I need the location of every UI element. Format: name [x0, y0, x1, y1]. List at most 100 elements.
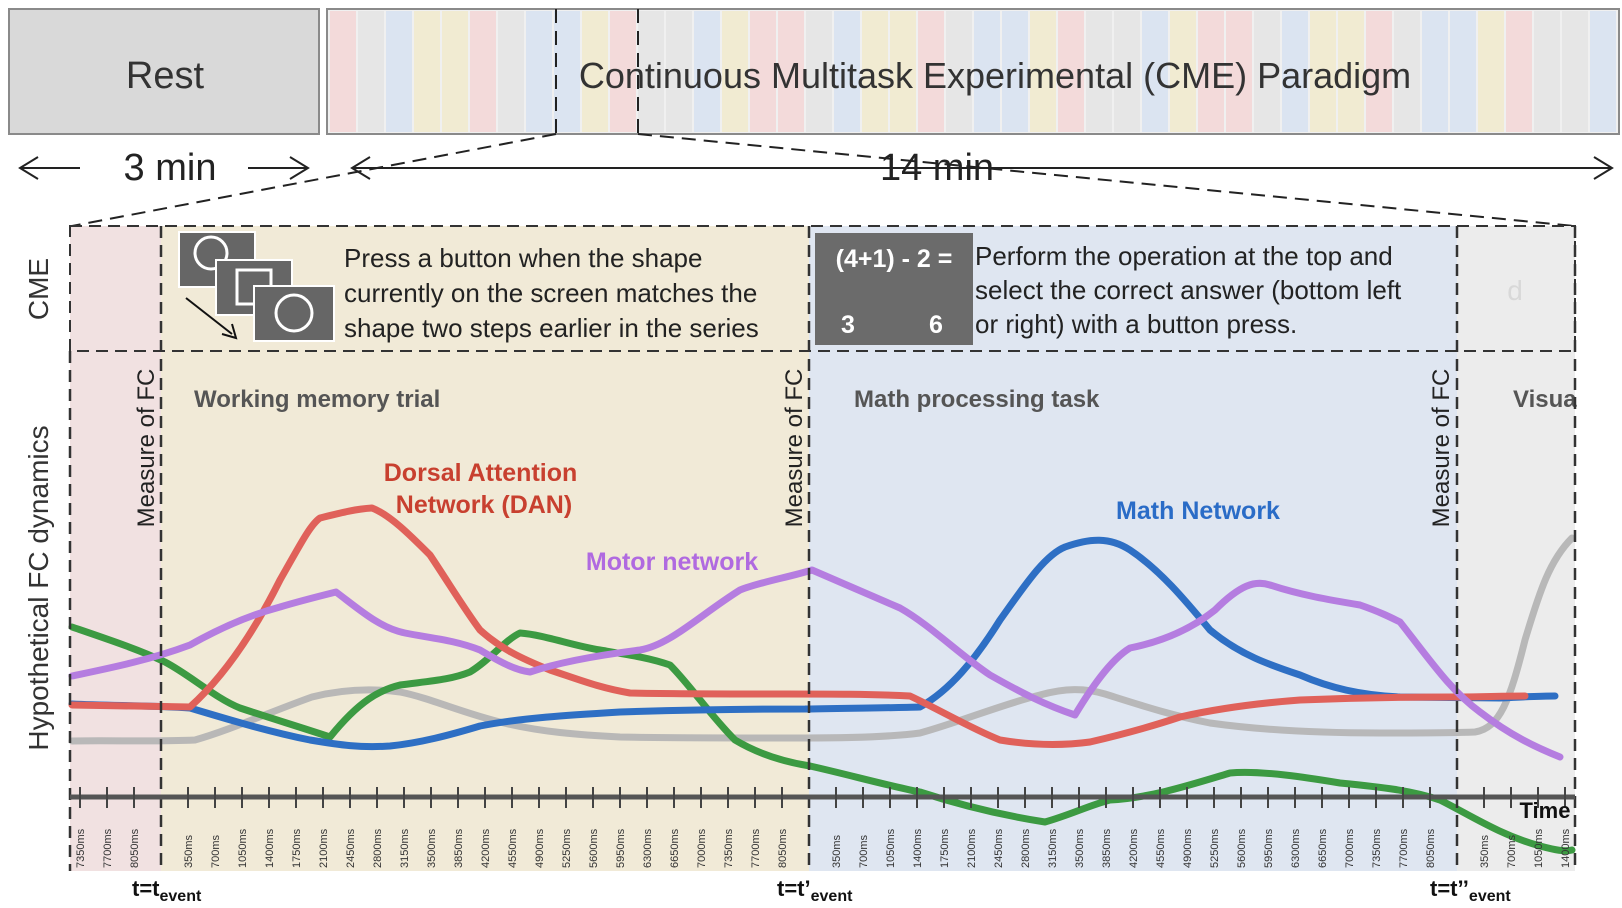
cme-stripe [1142, 11, 1168, 132]
rest-block [8, 8, 320, 135]
circle-shape-icon [274, 293, 314, 333]
time-tick-label: 4900ms [1182, 828, 1194, 868]
cme-stripe [834, 11, 860, 132]
time-tick-label: 5950ms [1263, 828, 1275, 868]
time-tick-label: 7350ms [75, 828, 87, 868]
time-tick-label: 2800ms [1020, 828, 1032, 868]
math-instruction: Perform the operation at the top and sel… [975, 241, 1409, 339]
time-tick-label: 3150ms [399, 828, 411, 868]
cme-stripes [330, 11, 1616, 132]
event-label-1: t=tevent [132, 876, 202, 905]
cme-stripe [1226, 11, 1252, 132]
time-tick-label: 1050ms [885, 828, 897, 868]
time-tick-label: 7700ms [750, 828, 762, 868]
time-tick-label: 1400ms [1560, 828, 1572, 868]
time-tick-label: 5250ms [561, 828, 573, 868]
time-tick-label: 1750ms [939, 828, 951, 868]
cme-stripe [806, 11, 832, 132]
time-tick-label: 5600ms [1236, 828, 1248, 868]
measure-fc-label-2: Measure of FC [781, 369, 808, 528]
circle-shape-icon [193, 235, 229, 271]
wm-title: Working memory trial [194, 386, 440, 413]
cme-stripe [442, 11, 468, 132]
timeline-header: Rest Continuous Multitask Experimental (… [8, 8, 1620, 227]
cme-stripe [1170, 11, 1196, 132]
time-tick-label: 2100ms [966, 828, 978, 868]
math-title: Math processing task [854, 386, 1100, 413]
time-tick-label: 700ms [858, 834, 870, 868]
motor-label: Motor network [586, 548, 758, 576]
cme-stripe [582, 11, 608, 132]
cme-stripe [778, 11, 804, 132]
time-tick-label: 7700ms [1398, 828, 1410, 868]
time-tick-label: 1750ms [291, 828, 303, 868]
wm-instruction: Press a button when the shape currently … [344, 243, 765, 343]
cme-stripe [1002, 11, 1028, 132]
time-tick-label: 7000ms [696, 828, 708, 868]
cme-stripe [1114, 11, 1140, 132]
cme-stripe [1422, 11, 1448, 132]
cme-stripe [1450, 11, 1476, 132]
time-tick-label: 3850ms [1101, 828, 1113, 868]
cme-duration-arrow [350, 156, 1614, 180]
rest-label: Rest [126, 55, 205, 97]
time-tick-label: 8050ms [777, 828, 789, 868]
cme-stripe [554, 11, 580, 132]
math-answer-right: 6 [929, 311, 943, 339]
time-tick-label: 700ms [1506, 834, 1518, 868]
cme-stripe [1086, 11, 1112, 132]
network-curves [68, 504, 1576, 855]
time-tick-label: 4550ms [507, 828, 519, 868]
time-tick-label: 3500ms [426, 828, 438, 868]
rest-duration-arrow [18, 156, 310, 180]
cme-stripe [1562, 11, 1588, 132]
time-tick-label: 6300ms [642, 828, 654, 868]
time-tick-label: 700ms [210, 834, 222, 868]
cme-stripe [1282, 11, 1308, 132]
cme-stripe [722, 11, 748, 132]
event-boundaries [68, 226, 1577, 871]
time-tick-label: 1400ms [912, 828, 924, 868]
rest-duration: 3 min [124, 147, 217, 189]
cme-stripe [1534, 11, 1560, 132]
zoom-projection-left [71, 133, 557, 227]
time-tick-label: 7700ms [102, 828, 114, 868]
visual-panel-bg [1457, 226, 1575, 871]
cme-stripe [1590, 11, 1616, 132]
time-tick-label: 6300ms [1290, 828, 1302, 868]
time-tick-label: 2450ms [993, 828, 1005, 868]
time-tick-label: 4200ms [480, 828, 492, 868]
time-tick-label: 8050ms [129, 828, 141, 868]
cme-stripe [358, 11, 384, 132]
measure-fc-label-3: Measure of FC [1428, 369, 1455, 528]
cme-stripe [1254, 11, 1280, 132]
time-tick-label: 350ms [183, 834, 195, 868]
cme-stripe [1394, 11, 1420, 132]
time-tick-label: 350ms [1479, 834, 1491, 868]
math-network-label: Math Network [1116, 497, 1280, 525]
time-tick-label: 4550ms [1155, 828, 1167, 868]
cme-row-label: CME [23, 258, 54, 320]
green-network-curve [68, 623, 1576, 855]
time-tick-label: 3850ms [453, 828, 465, 868]
cme-stripe [1030, 11, 1056, 132]
cme-stripe [946, 11, 972, 132]
time-axis-label: Time [1520, 798, 1571, 823]
time-tick-label: 5600ms [588, 828, 600, 868]
cme-label: Continuous Multitask Experimental (CME) … [579, 55, 1411, 96]
cme-stripe [1310, 11, 1336, 132]
measure-fc-label-1: Measure of FC [133, 369, 160, 528]
time-tick-label: 1400ms [264, 828, 276, 868]
gray-network-curve [68, 534, 1576, 745]
time-tick-label: 7350ms [723, 828, 735, 868]
event-label-3: t=t’’event [1430, 876, 1511, 905]
cme-stripe [1338, 11, 1364, 132]
faded-letter: d [1507, 275, 1523, 306]
cme-stripe [414, 11, 440, 132]
rest-panel-bg [70, 226, 161, 871]
cme-stripe [890, 11, 916, 132]
math-stimulus: (4+1) - 2 = 3 6 [815, 233, 973, 345]
cme-stripe [1506, 11, 1532, 132]
motor-network-curve [68, 566, 1564, 761]
time-tick-label: 2800ms [372, 828, 384, 868]
